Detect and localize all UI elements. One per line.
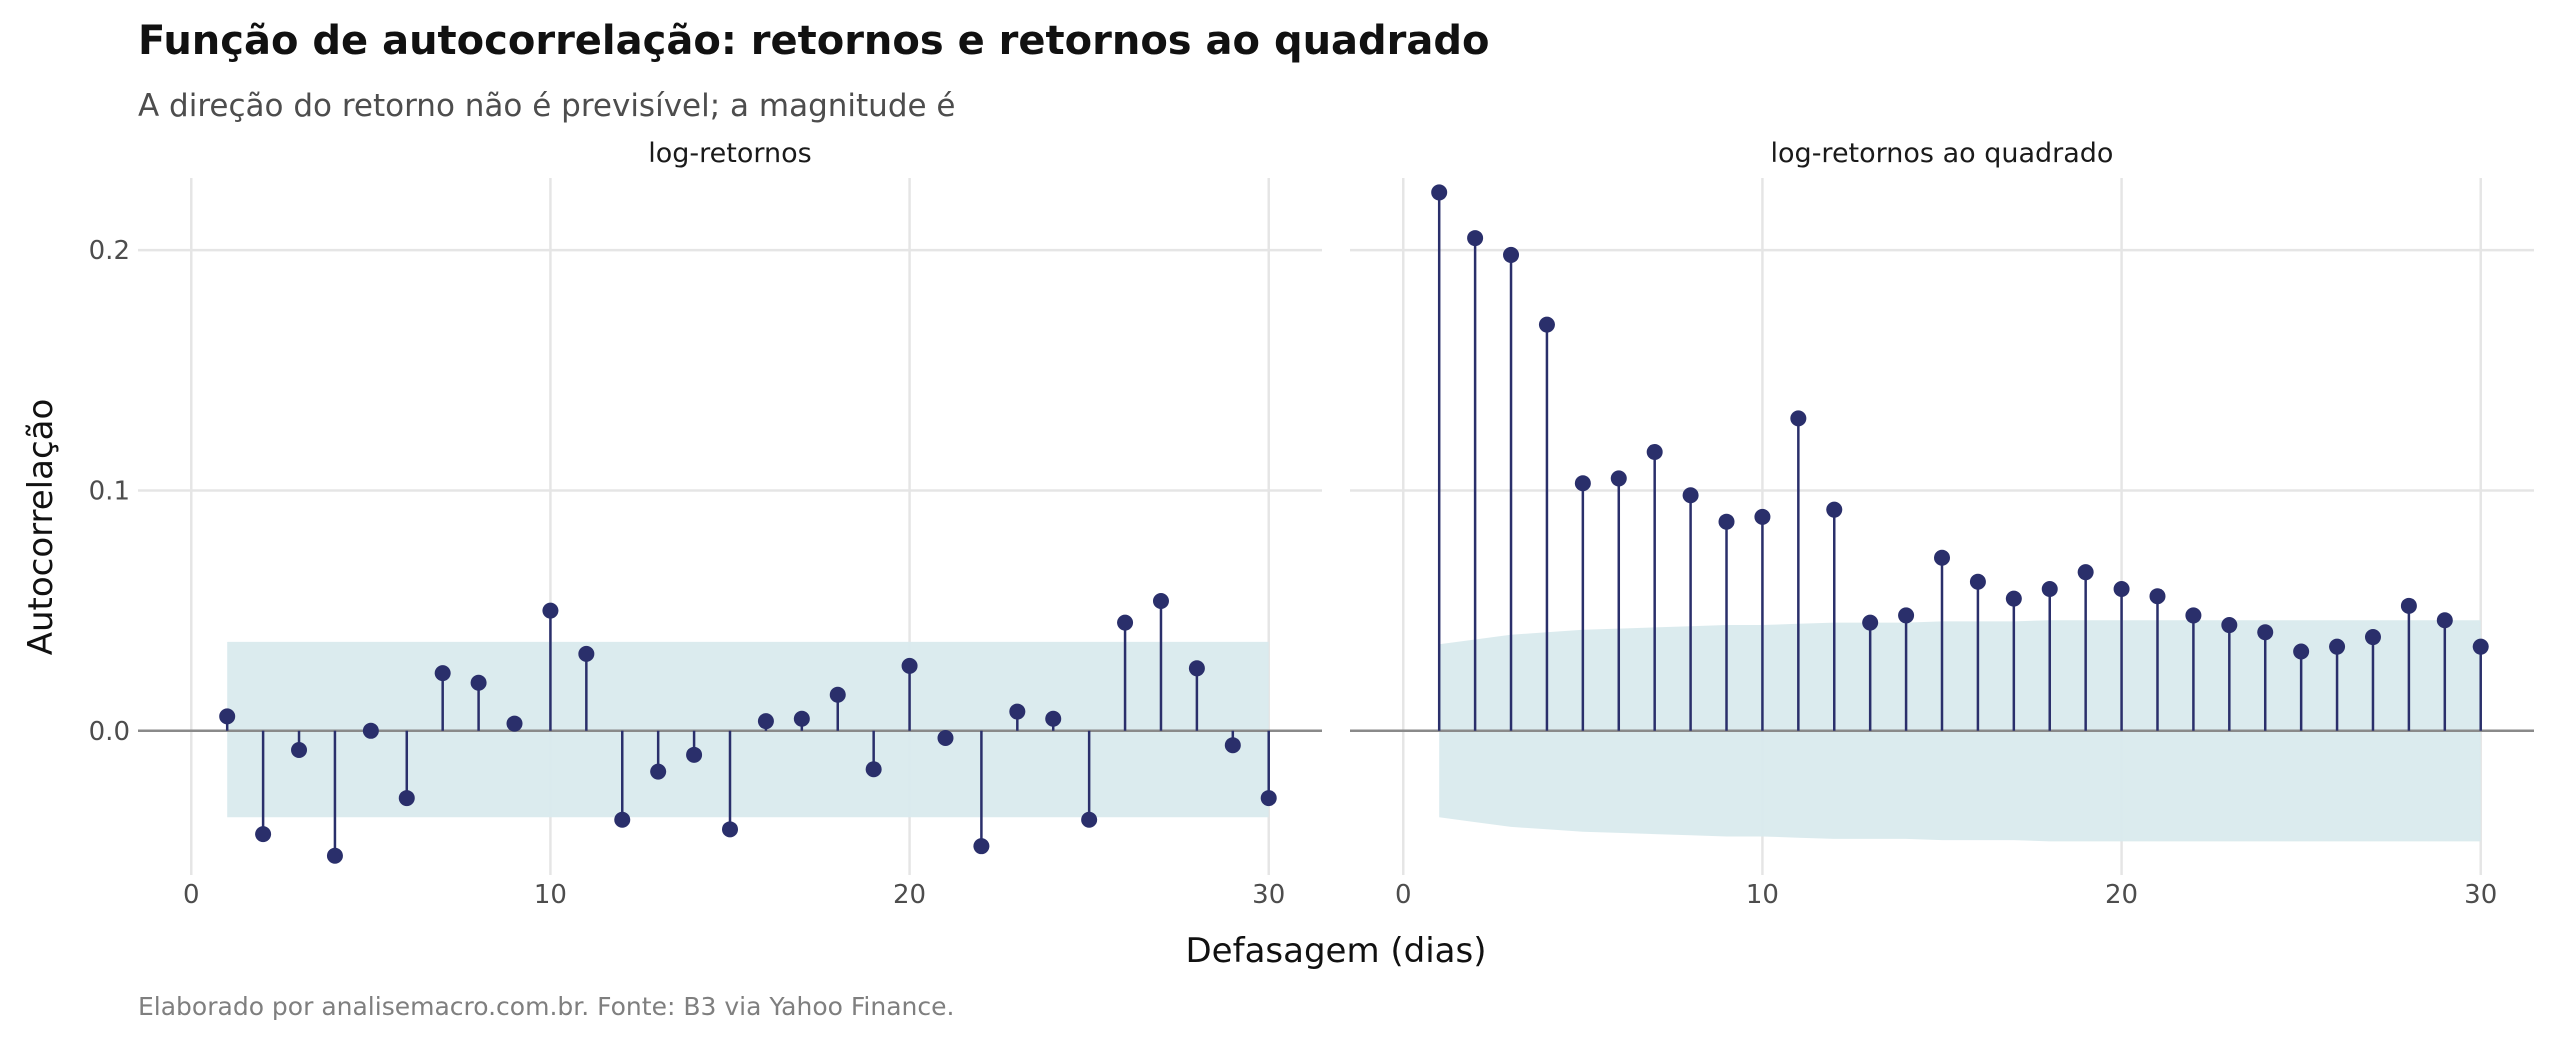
x-tick-label: 0 [1395, 880, 1412, 910]
acf-point [2077, 564, 2094, 581]
chart-subtitle: A direção do retorno não é previsível; a… [138, 88, 956, 124]
panel-title: log-retornos [648, 138, 811, 169]
x-tick-label: 30 [1252, 880, 1285, 910]
acf-point [1969, 573, 1986, 590]
x-tick-label: 10 [1746, 880, 1779, 910]
acf-point [2149, 588, 2166, 605]
acf-point [2257, 624, 2274, 641]
x-axis-title: Defasagem (dias) [1186, 931, 1487, 971]
acf-point [1862, 614, 1879, 631]
acf-point [219, 708, 236, 725]
acf-point [937, 730, 954, 747]
acf-point [1610, 470, 1627, 487]
y-tick-label: 0.1 [89, 476, 130, 506]
acf-point [1646, 443, 1663, 460]
acf-point [865, 761, 882, 778]
x-tick-label: 20 [893, 880, 926, 910]
chart-title: Função de autocorrelação: retornos e ret… [138, 18, 1490, 64]
acf-point [2293, 643, 2310, 660]
acf-point [2113, 580, 2130, 597]
acf-point [1826, 501, 1843, 518]
x-tick-label: 10 [534, 880, 567, 910]
acf-point [1224, 737, 1241, 754]
acf-point [614, 811, 631, 828]
acf-point [2005, 590, 2022, 607]
acf-point [1188, 660, 1205, 677]
acf-point [2364, 629, 2381, 646]
acf-point [578, 645, 595, 662]
acf-point [470, 674, 487, 691]
acf-point [1754, 508, 1771, 525]
acf-point [1503, 246, 1520, 263]
acf-point [1081, 811, 1098, 828]
acf-point [1574, 475, 1591, 492]
acf-point [2472, 638, 2489, 655]
acf-point [362, 722, 379, 739]
x-tick-label: 20 [2105, 880, 2138, 910]
y-axis-title: Autocorrelação [21, 399, 61, 656]
acf-point [434, 665, 451, 682]
y-tick-label: 0.2 [89, 236, 130, 266]
chart-caption: Elaborado por analisemacro.com.br. Fonte… [138, 992, 955, 1021]
acf-point [2400, 597, 2417, 614]
acf-point [1682, 487, 1699, 504]
acf-point [326, 847, 343, 864]
acf-point [2221, 617, 2238, 634]
acf-point [1152, 593, 1169, 610]
acf-point [1898, 607, 1915, 624]
acf-point [2329, 638, 2346, 655]
acf-point [686, 746, 703, 763]
acf-point [1934, 549, 1950, 566]
acf-point [829, 686, 846, 703]
acf-point [1790, 410, 1807, 427]
x-tick-label: 30 [2464, 880, 2497, 910]
acf-point [398, 790, 415, 807]
acf-point [2185, 607, 2202, 624]
acf-point [2436, 612, 2453, 629]
panel-title: log-retornos ao quadrado [1771, 138, 2114, 169]
acf-point [1431, 184, 1448, 201]
acf-point [2041, 580, 2058, 597]
acf-point [1718, 513, 1735, 530]
acf-point [506, 715, 523, 732]
acf-point [291, 742, 308, 759]
acf-point [1117, 614, 1134, 631]
y-tick-label: 0.0 [89, 717, 130, 747]
acf-point [650, 763, 667, 780]
acf-point [1009, 703, 1026, 720]
acf-point [793, 710, 810, 727]
acf-point [1260, 790, 1277, 807]
acf-point [1045, 710, 1062, 727]
x-tick-label: 0 [183, 880, 200, 910]
acf-point [722, 821, 738, 838]
acf-point [1538, 316, 1555, 333]
acf-point [255, 826, 272, 843]
acf-point [1467, 230, 1484, 247]
acf-point [973, 838, 990, 855]
acf-point [757, 713, 774, 730]
acf-point [901, 657, 918, 674]
acf-point [542, 602, 559, 619]
